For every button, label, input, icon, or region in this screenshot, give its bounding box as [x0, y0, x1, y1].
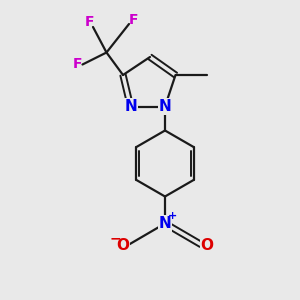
Text: O: O — [116, 238, 130, 253]
Text: N: N — [124, 99, 137, 114]
Text: −: − — [110, 232, 121, 245]
Text: N: N — [159, 216, 171, 231]
Text: N: N — [159, 99, 171, 114]
Text: O: O — [200, 238, 214, 253]
Text: F: F — [85, 16, 95, 29]
Text: +: + — [168, 211, 177, 221]
Text: F: F — [72, 58, 82, 71]
Text: F: F — [129, 13, 138, 26]
